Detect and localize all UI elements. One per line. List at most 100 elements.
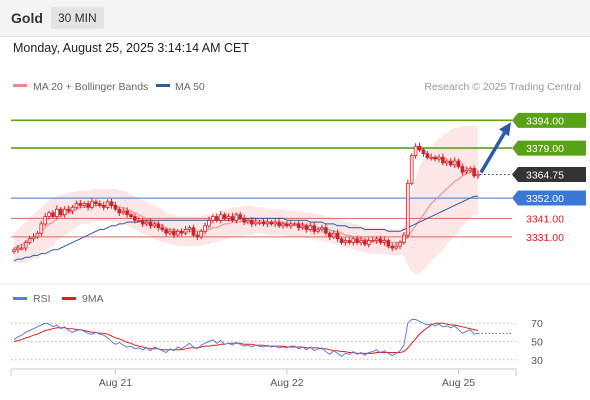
candle-body-59 [242,217,246,223]
candle-11 [55,205,59,220]
candle-body-57 [234,214,239,221]
candle-body-109 [437,156,441,160]
level-label-box-3 [512,190,586,206]
legend-ma50-label: MA 50 [175,81,205,93]
candle-body-106 [425,153,430,158]
candle-86 [347,236,352,245]
candle-62 [253,218,258,227]
candle-68 [277,218,281,228]
candle-115 [460,163,465,176]
candle-74 [300,222,305,230]
candle-98 [394,242,398,251]
candle-44 [183,225,188,236]
candle-body-83 [335,232,340,240]
candle-21 [94,199,98,207]
legend-ma20-swatch [13,84,27,87]
level-label-1: 3379.00 [512,140,586,156]
candle-99 [398,240,402,250]
candle-body-39 [164,229,168,234]
candle-body-6 [35,232,40,238]
candle-body-72 [292,223,297,226]
candle-40 [168,228,172,236]
candle-body-90 [363,240,367,245]
candle-3 [23,240,28,252]
candle-118 [472,165,476,179]
candle-body-94 [378,238,383,243]
candle-70 [285,221,289,228]
candle-body-56 [230,216,235,221]
level-label-4: 3341.00 [526,213,564,225]
candle-body-87 [351,238,355,243]
candle-body-112 [448,160,453,166]
candle-64 [261,219,266,227]
legend-rsi-swatch [13,297,27,300]
candle-25 [109,198,114,209]
candle-26 [113,201,118,212]
candle-53 [218,211,223,224]
candle-body-30 [129,214,133,217]
candle-body-71 [288,223,293,227]
candle-body-61 [249,219,254,225]
candle-body-62 [253,221,258,225]
candle-17 [78,199,83,209]
forecast-arrow-head [499,122,511,137]
candle-112 [448,158,453,167]
candle-107 [429,153,433,161]
candle-31 [133,213,137,224]
candle-38 [160,223,165,232]
candle-94 [378,235,383,245]
candle-18 [82,201,87,208]
candle-body-60 [246,219,250,223]
forecast-arrow-shaft [479,129,508,174]
candle-58 [238,211,243,221]
candle-28 [121,208,126,216]
candle-body-69 [281,223,285,227]
candle-54 [222,212,227,221]
candle-body-29 [125,210,129,216]
candle-body-14 [66,208,71,212]
candle-37 [156,221,161,231]
candle-43 [179,228,184,237]
candle-body-104 [417,145,422,151]
candle-42 [175,229,180,238]
candle-119 [476,170,480,179]
candle-body-115 [460,166,465,173]
candle-45 [187,225,192,233]
candle-body-89 [359,240,363,243]
candle-33 [140,218,145,228]
candle-32 [136,216,141,223]
candle-48 [199,229,204,240]
candle-52 [214,213,219,223]
rsi-tick-label-1: 50 [531,337,543,349]
candle-82 [331,230,336,240]
candle-39 [164,227,168,237]
candle-body-105 [421,149,426,154]
candle-73 [296,221,301,231]
candle-body-3 [23,241,28,249]
candle-body-98 [394,245,398,249]
candle-body-26 [113,204,118,210]
candle-body-119 [476,174,480,177]
candle-100 [402,232,406,245]
timeframe-button[interactable]: 30 MIN [51,7,104,29]
candle-body-84 [339,238,344,243]
candle-body-53 [218,214,223,221]
candle-101 [405,179,410,239]
candle-body-35 [148,221,153,227]
candle-body-40 [168,230,172,234]
candle-body-37 [156,223,161,228]
candle-body-93 [374,238,379,242]
legend-rsi-ma-label: 9MA [82,293,104,305]
level-label-text-3: 3352.00 [526,193,564,205]
candle-9 [47,210,51,220]
candle-body-8 [43,216,47,225]
legend-ma50-swatch [156,84,170,87]
candle-body-65 [265,221,270,225]
candle-50 [207,216,211,228]
candle-body-18 [82,203,87,206]
candle-body-77 [312,225,316,232]
candle-body-21 [94,201,98,205]
candle-body-81 [327,232,332,238]
candle-14 [66,205,71,214]
